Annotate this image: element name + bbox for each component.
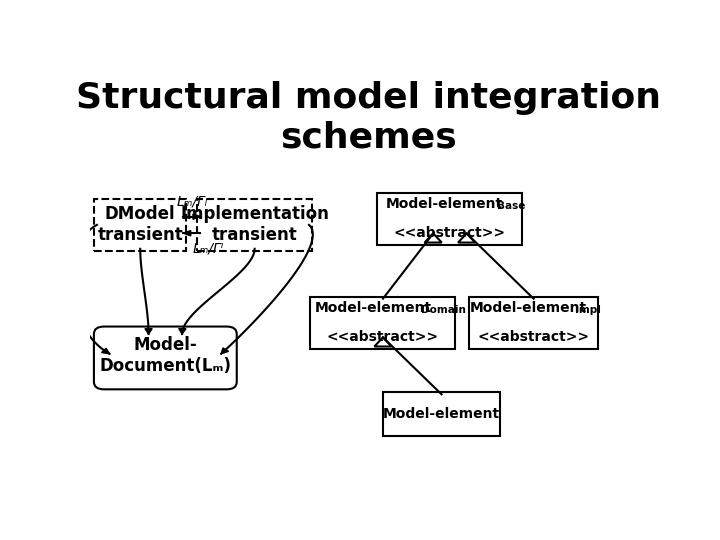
FancyBboxPatch shape [310, 296, 456, 349]
FancyBboxPatch shape [94, 199, 186, 251]
FancyBboxPatch shape [377, 193, 523, 245]
Text: Structural model integration
schemes: Structural model integration schemes [76, 82, 662, 155]
Text: Model-element: Model-element [383, 407, 500, 421]
Text: Model-element: Model-element [469, 301, 587, 315]
Text: Model-
Document(Lₘ): Model- Document(Lₘ) [99, 336, 231, 375]
Polygon shape [221, 348, 228, 354]
Text: <<abstract>>: <<abstract>> [394, 226, 506, 240]
Text: Implementation
transient: Implementation transient [180, 206, 329, 244]
Text: Model-element: Model-element [386, 197, 503, 211]
FancyBboxPatch shape [469, 296, 598, 349]
Polygon shape [102, 348, 109, 354]
Polygon shape [193, 214, 200, 219]
FancyBboxPatch shape [197, 199, 312, 251]
Text: Lₘ/Γᴵ: Lₘ/Γᴵ [193, 241, 224, 255]
Text: Domain: Domain [421, 305, 466, 315]
Text: DModel
transient: DModel transient [97, 206, 183, 244]
Polygon shape [179, 328, 186, 334]
Text: <<abstract>>: <<abstract>> [327, 330, 439, 344]
FancyBboxPatch shape [94, 327, 237, 389]
Text: Base: Base [498, 201, 526, 211]
Polygon shape [145, 329, 152, 334]
Text: Lₘ/Γₗ: Lₘ/Γₗ [176, 194, 207, 208]
Text: Model-element: Model-element [315, 301, 431, 315]
Text: <<abstract>>: <<abstract>> [477, 330, 590, 344]
Text: Impl: Impl [575, 305, 601, 315]
Polygon shape [184, 231, 191, 236]
FancyBboxPatch shape [383, 392, 500, 436]
